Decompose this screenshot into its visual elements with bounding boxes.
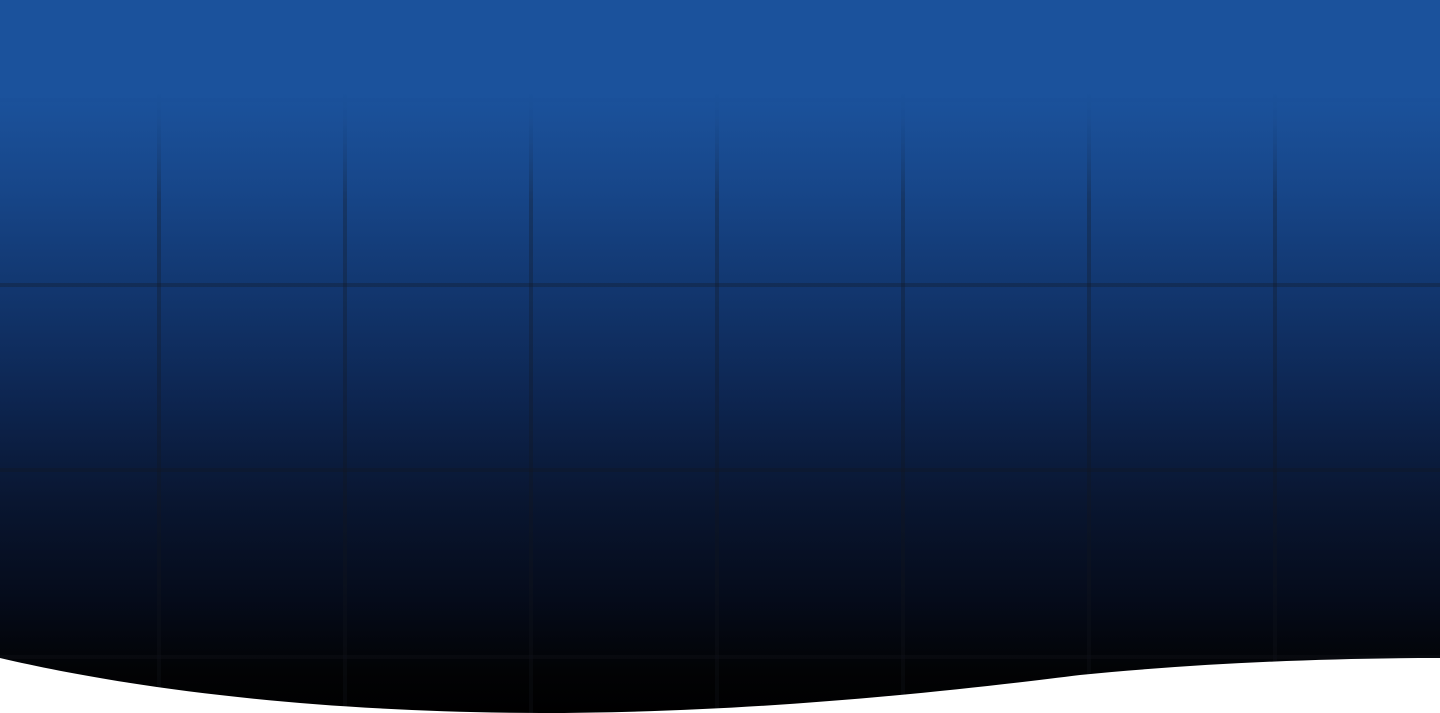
hero-grid-pattern — [0, 0, 1440, 713]
hero-background-gradient — [0, 0, 1440, 713]
hero-bottom-wave — [0, 0, 1440, 713]
hero-section — [0, 0, 1440, 713]
